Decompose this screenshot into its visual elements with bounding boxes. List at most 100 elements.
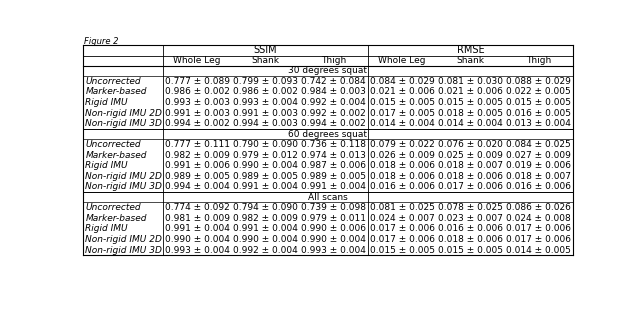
Text: 0.993 ± 0.004: 0.993 ± 0.004	[164, 246, 230, 255]
Text: 0.993 ± 0.003: 0.993 ± 0.003	[164, 98, 230, 107]
Text: 0.086 ± 0.026: 0.086 ± 0.026	[506, 203, 571, 212]
Text: 30 degrees squat: 30 degrees squat	[289, 66, 367, 76]
Text: 0.084 ± 0.029: 0.084 ± 0.029	[370, 77, 435, 86]
Text: 0.991 ± 0.004: 0.991 ± 0.004	[164, 224, 230, 233]
Text: 0.018 ± 0.005: 0.018 ± 0.005	[438, 109, 503, 118]
Text: 0.015 ± 0.005: 0.015 ± 0.005	[438, 246, 503, 255]
Text: 0.777 ± 0.111: 0.777 ± 0.111	[164, 140, 230, 149]
Text: 0.979 ± 0.012: 0.979 ± 0.012	[233, 150, 298, 159]
Text: 0.015 ± 0.005: 0.015 ± 0.005	[369, 246, 435, 255]
Text: 0.994 ± 0.003: 0.994 ± 0.003	[233, 119, 298, 128]
Text: 0.017 ± 0.006: 0.017 ± 0.006	[369, 224, 435, 233]
Text: 0.024 ± 0.008: 0.024 ± 0.008	[506, 214, 571, 223]
Text: 0.081 ± 0.030: 0.081 ± 0.030	[438, 77, 503, 86]
Text: 0.017 ± 0.006: 0.017 ± 0.006	[438, 183, 503, 191]
Text: Uncorrected: Uncorrected	[85, 77, 141, 86]
Text: 0.739 ± 0.098: 0.739 ± 0.098	[301, 203, 366, 212]
Text: 0.994 ± 0.002: 0.994 ± 0.002	[164, 119, 230, 128]
Text: 0.991 ± 0.003: 0.991 ± 0.003	[233, 109, 298, 118]
Text: Shank: Shank	[252, 56, 280, 65]
Text: 0.790 ± 0.090: 0.790 ± 0.090	[233, 140, 298, 149]
Text: 0.088 ± 0.029: 0.088 ± 0.029	[506, 77, 571, 86]
Text: 0.991 ± 0.006: 0.991 ± 0.006	[164, 161, 230, 170]
Text: Rigid IMU: Rigid IMU	[85, 98, 128, 107]
Text: 0.021 ± 0.006: 0.021 ± 0.006	[370, 87, 435, 96]
Text: Non-rigid IMU 3D: Non-rigid IMU 3D	[85, 119, 163, 128]
Text: All scans: All scans	[308, 193, 348, 202]
Text: 0.979 ± 0.011: 0.979 ± 0.011	[301, 214, 366, 223]
Text: 0.986 ± 0.002: 0.986 ± 0.002	[233, 87, 298, 96]
Text: Thigh: Thigh	[526, 56, 552, 65]
Text: 0.076 ± 0.020: 0.076 ± 0.020	[438, 140, 503, 149]
Text: 0.992 ± 0.002: 0.992 ± 0.002	[301, 109, 366, 118]
Text: 0.990 ± 0.006: 0.990 ± 0.006	[301, 224, 366, 233]
Text: 0.027 ± 0.009: 0.027 ± 0.009	[506, 150, 571, 159]
Text: 0.013 ± 0.004: 0.013 ± 0.004	[506, 119, 571, 128]
Text: Uncorrected: Uncorrected	[85, 203, 141, 212]
Text: 0.015 ± 0.005: 0.015 ± 0.005	[506, 98, 572, 107]
Text: 0.989 ± 0.005: 0.989 ± 0.005	[301, 172, 366, 181]
Text: 0.994 ± 0.002: 0.994 ± 0.002	[301, 119, 366, 128]
Text: 0.993 ± 0.004: 0.993 ± 0.004	[301, 246, 366, 255]
Text: 0.014 ± 0.005: 0.014 ± 0.005	[506, 246, 571, 255]
Text: 0.084 ± 0.025: 0.084 ± 0.025	[506, 140, 571, 149]
Text: 0.993 ± 0.004: 0.993 ± 0.004	[233, 98, 298, 107]
Text: 0.742 ± 0.084: 0.742 ± 0.084	[301, 77, 366, 86]
Text: 0.025 ± 0.009: 0.025 ± 0.009	[438, 150, 503, 159]
Text: 0.024 ± 0.007: 0.024 ± 0.007	[370, 214, 435, 223]
Text: Figure 2: Figure 2	[84, 37, 118, 46]
Text: 0.017 ± 0.005: 0.017 ± 0.005	[369, 109, 435, 118]
Text: 0.018 ± 0.007: 0.018 ± 0.007	[438, 161, 503, 170]
Text: 0.014 ± 0.004: 0.014 ± 0.004	[370, 119, 435, 128]
Text: Whole Leg: Whole Leg	[378, 56, 426, 65]
Text: 0.991 ± 0.004: 0.991 ± 0.004	[233, 183, 298, 191]
Text: 0.018 ± 0.006: 0.018 ± 0.006	[369, 161, 435, 170]
Text: RMSE: RMSE	[456, 45, 484, 55]
Text: Non-rigid IMU 3D: Non-rigid IMU 3D	[85, 246, 163, 255]
Text: 0.992 ± 0.004: 0.992 ± 0.004	[233, 246, 298, 255]
Text: Non-rigid IMU 2D: Non-rigid IMU 2D	[85, 172, 163, 181]
Text: 0.990 ± 0.004: 0.990 ± 0.004	[164, 235, 230, 244]
Text: 0.015 ± 0.005: 0.015 ± 0.005	[369, 98, 435, 107]
Text: 0.794 ± 0.090: 0.794 ± 0.090	[233, 203, 298, 212]
Text: Non-rigid IMU 2D: Non-rigid IMU 2D	[85, 109, 163, 118]
Text: 0.018 ± 0.006: 0.018 ± 0.006	[438, 172, 503, 181]
Text: Rigid IMU: Rigid IMU	[85, 161, 128, 170]
Text: Marker-based: Marker-based	[85, 87, 147, 96]
Text: 0.022 ± 0.005: 0.022 ± 0.005	[506, 87, 571, 96]
Text: Non-rigid IMU 3D: Non-rigid IMU 3D	[85, 183, 163, 191]
Text: Marker-based: Marker-based	[85, 214, 147, 223]
Text: 0.018 ± 0.006: 0.018 ± 0.006	[438, 235, 503, 244]
Text: 0.016 ± 0.005: 0.016 ± 0.005	[506, 109, 572, 118]
Text: 0.016 ± 0.006: 0.016 ± 0.006	[506, 183, 572, 191]
Text: 0.990 ± 0.004: 0.990 ± 0.004	[233, 161, 298, 170]
Text: 0.990 ± 0.004: 0.990 ± 0.004	[233, 235, 298, 244]
Text: Marker-based: Marker-based	[85, 150, 147, 159]
Text: 0.987 ± 0.006: 0.987 ± 0.006	[301, 161, 366, 170]
Text: 0.026 ± 0.009: 0.026 ± 0.009	[370, 150, 435, 159]
Text: Shank: Shank	[456, 56, 484, 65]
Text: 0.774 ± 0.092: 0.774 ± 0.092	[164, 203, 230, 212]
Text: 0.016 ± 0.006: 0.016 ± 0.006	[369, 183, 435, 191]
Text: 0.736 ± 0.118: 0.736 ± 0.118	[301, 140, 366, 149]
Text: 0.982 ± 0.009: 0.982 ± 0.009	[233, 214, 298, 223]
Text: 0.992 ± 0.004: 0.992 ± 0.004	[301, 98, 366, 107]
Text: 0.019 ± 0.006: 0.019 ± 0.006	[506, 161, 572, 170]
Text: Rigid IMU: Rigid IMU	[85, 224, 128, 233]
Text: 0.079 ± 0.022: 0.079 ± 0.022	[370, 140, 435, 149]
Text: SSIM: SSIM	[253, 45, 277, 55]
Text: 0.981 ± 0.009: 0.981 ± 0.009	[164, 214, 230, 223]
Text: 0.984 ± 0.003: 0.984 ± 0.003	[301, 87, 366, 96]
Text: 0.017 ± 0.006: 0.017 ± 0.006	[506, 224, 572, 233]
Text: 0.777 ± 0.089: 0.777 ± 0.089	[164, 77, 230, 86]
Text: 0.991 ± 0.003: 0.991 ± 0.003	[164, 109, 230, 118]
Text: 0.982 ± 0.009: 0.982 ± 0.009	[164, 150, 230, 159]
Text: 0.990 ± 0.004: 0.990 ± 0.004	[301, 235, 366, 244]
Text: Uncorrected: Uncorrected	[85, 140, 141, 149]
Text: 60 degrees squat: 60 degrees squat	[289, 129, 367, 139]
Text: Non-rigid IMU 2D: Non-rigid IMU 2D	[85, 235, 163, 244]
Text: 0.014 ± 0.004: 0.014 ± 0.004	[438, 119, 503, 128]
Text: 0.994 ± 0.004: 0.994 ± 0.004	[164, 183, 230, 191]
Text: 0.986 ± 0.002: 0.986 ± 0.002	[164, 87, 230, 96]
Text: 0.016 ± 0.006: 0.016 ± 0.006	[438, 224, 503, 233]
